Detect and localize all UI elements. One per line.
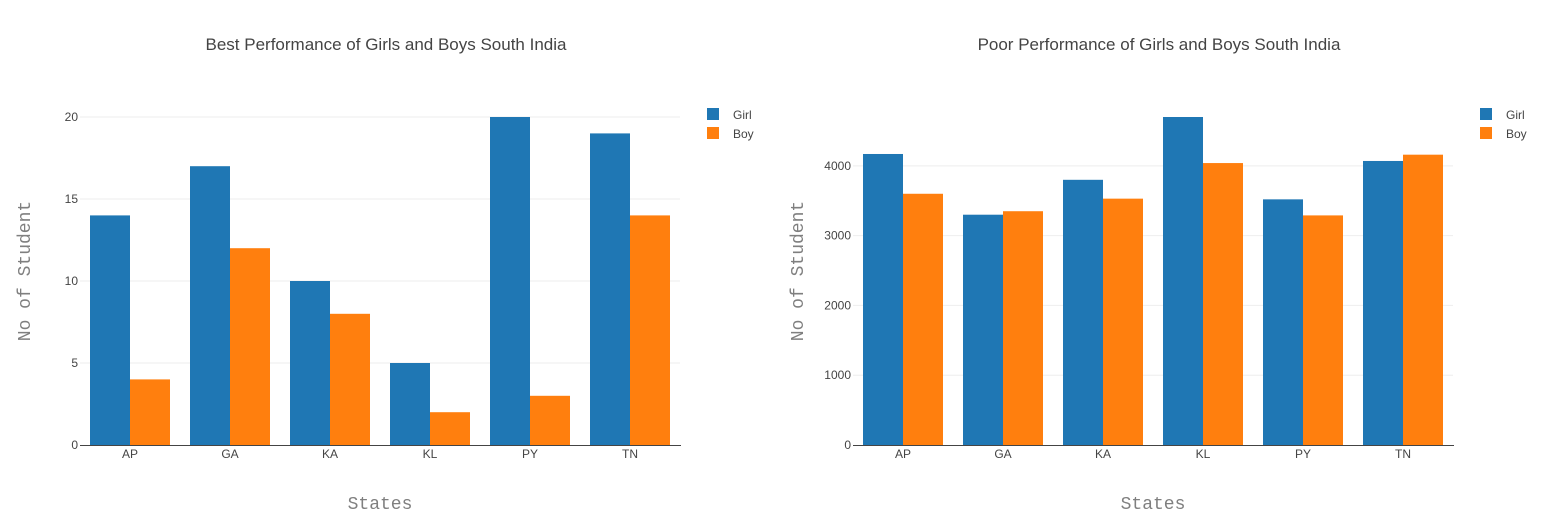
legend-label: Girl [1506, 108, 1525, 122]
bar-boy-tn [630, 215, 670, 445]
bar-girl-tn [1363, 160, 1403, 446]
chart-title: Best Performance of Girls and Boys South… [206, 35, 568, 54]
bar-boy-ga [230, 248, 270, 445]
legend-label: Girl [733, 108, 752, 122]
x-tick-label: PY [522, 447, 538, 461]
bar-boy-ga [1003, 211, 1043, 445]
y-tick-label: 3000 [824, 229, 851, 243]
y-axis-title: No of Student [789, 201, 809, 341]
y-axis-title: No of Student [16, 201, 36, 341]
bar-boy-kl [1203, 163, 1243, 445]
x-tick-label: TN [622, 447, 638, 461]
x-tick-label: AP [895, 447, 911, 461]
x-tick-label: GA [994, 447, 1011, 461]
bar-girl-ap [90, 215, 130, 445]
legend[interactable]: Girl Boy [707, 108, 754, 141]
legend-item-boy[interactable]: Boy [1480, 127, 1527, 141]
x-axis-title: States [1121, 495, 1186, 515]
x-tick-labels: AP GA KA KL PY TN [122, 447, 638, 461]
bar-boy-py [530, 395, 570, 445]
legend-item-boy[interactable]: Boy [707, 127, 754, 141]
x-tick-label: AP [122, 447, 138, 461]
bar-girl-kl [1163, 117, 1203, 445]
x-tick-label: KL [423, 447, 438, 461]
y-tick-label: 0 [71, 438, 78, 452]
bar-boy-ap [903, 193, 943, 445]
bar-girl-ga [190, 166, 230, 445]
x-tick-label: GA [221, 447, 238, 461]
y-tick-label: 5 [71, 356, 78, 370]
bar-girl-ka [1063, 179, 1103, 445]
legend-item-girl[interactable]: Girl [1480, 108, 1525, 122]
chart-title: Poor Performance of Girls and Boys South… [978, 35, 1341, 54]
bar-girl-ga [963, 214, 1003, 445]
bar-girl-py [1263, 199, 1303, 445]
x-tick-label: TN [1395, 447, 1411, 461]
chart-poor-performance: 0 1000 2000 3000 4000 AP GA KA KL PY TN Poor Perf… [789, 35, 1527, 515]
bar-boy-tn [1403, 154, 1443, 445]
x-tick-label: KA [322, 447, 338, 461]
y-tick-label: 4000 [824, 159, 851, 173]
bar-girl-ka [290, 281, 330, 445]
bar-girl-tn [590, 133, 630, 445]
x-tick-label: KA [1095, 447, 1111, 461]
chart-best-performance: 0 5 10 15 20 AP GA KA KL PY TN Best Performance o… [16, 35, 754, 515]
y-tick-label: 0 [844, 438, 851, 452]
legend-swatch [707, 108, 719, 120]
legend-swatch [1480, 127, 1492, 139]
legend-label: Boy [733, 127, 754, 141]
x-tick-label: KL [1196, 447, 1211, 461]
bar-boy-ka [330, 313, 370, 445]
legend-label: Boy [1506, 127, 1527, 141]
bar-boy-ap [130, 379, 170, 445]
gridlines [80, 116, 680, 364]
bars [90, 117, 670, 445]
y-tick-label: 10 [65, 274, 79, 288]
bars [863, 117, 1443, 446]
x-tick-labels: AP GA KA KL PY TN [895, 447, 1411, 461]
bar-boy-kl [430, 412, 470, 445]
bar-girl-py [490, 117, 530, 445]
y-tick-label: 1000 [824, 368, 851, 382]
legend-swatch [1480, 108, 1492, 120]
bar-girl-kl [390, 363, 430, 445]
y-tick-label: 2000 [824, 298, 851, 312]
x-tick-label: PY [1295, 447, 1311, 461]
legend-swatch [707, 127, 719, 139]
y-tick-label: 15 [65, 192, 79, 206]
y-tick-label: 20 [65, 110, 79, 124]
y-tick-labels: 0 5 10 15 20 [65, 110, 79, 452]
bar-boy-py [1303, 215, 1343, 445]
y-tick-labels: 0 1000 2000 3000 4000 [824, 159, 851, 452]
legend[interactable]: Girl Boy [1480, 108, 1527, 141]
legend-item-girl[interactable]: Girl [707, 108, 752, 122]
x-axis-title: States [348, 495, 413, 515]
bar-boy-ka [1103, 198, 1143, 445]
bar-girl-ap [863, 153, 903, 445]
gridlines [853, 165, 1453, 376]
